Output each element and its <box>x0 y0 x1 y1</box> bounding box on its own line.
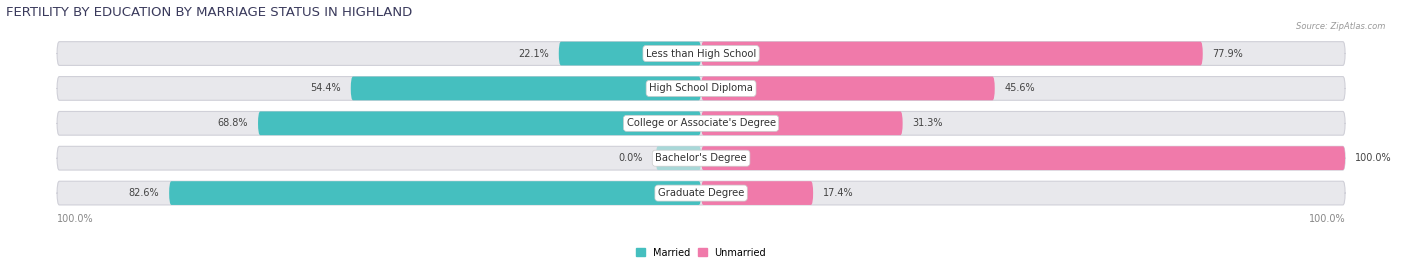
FancyBboxPatch shape <box>657 146 702 170</box>
Text: Less than High School: Less than High School <box>645 48 756 59</box>
Legend: Married, Unmarried: Married, Unmarried <box>633 244 770 262</box>
FancyBboxPatch shape <box>58 181 1346 205</box>
Text: 54.4%: 54.4% <box>311 83 342 93</box>
FancyBboxPatch shape <box>169 181 702 205</box>
FancyBboxPatch shape <box>58 42 1346 65</box>
Text: Bachelor's Degree: Bachelor's Degree <box>655 153 747 163</box>
FancyBboxPatch shape <box>58 111 1346 135</box>
FancyBboxPatch shape <box>350 77 702 100</box>
FancyBboxPatch shape <box>702 42 1202 65</box>
FancyBboxPatch shape <box>702 181 813 205</box>
Text: High School Diploma: High School Diploma <box>650 83 754 93</box>
Text: College or Associate's Degree: College or Associate's Degree <box>627 118 776 128</box>
Text: Graduate Degree: Graduate Degree <box>658 188 744 198</box>
FancyBboxPatch shape <box>259 111 702 135</box>
Text: 45.6%: 45.6% <box>1004 83 1035 93</box>
Text: 100.0%: 100.0% <box>1355 153 1392 163</box>
FancyBboxPatch shape <box>702 146 1346 170</box>
Text: 68.8%: 68.8% <box>218 118 249 128</box>
FancyBboxPatch shape <box>58 77 1346 100</box>
FancyBboxPatch shape <box>558 42 702 65</box>
Text: 22.1%: 22.1% <box>519 48 550 59</box>
Text: 77.9%: 77.9% <box>1212 48 1243 59</box>
Text: 100.0%: 100.0% <box>1309 214 1346 224</box>
Text: 100.0%: 100.0% <box>58 214 94 224</box>
Text: Source: ZipAtlas.com: Source: ZipAtlas.com <box>1295 22 1385 30</box>
Text: FERTILITY BY EDUCATION BY MARRIAGE STATUS IN HIGHLAND: FERTILITY BY EDUCATION BY MARRIAGE STATU… <box>6 6 412 19</box>
Text: 82.6%: 82.6% <box>129 188 159 198</box>
FancyBboxPatch shape <box>702 77 995 100</box>
Text: 31.3%: 31.3% <box>912 118 943 128</box>
FancyBboxPatch shape <box>58 146 1346 170</box>
Text: 17.4%: 17.4% <box>823 188 853 198</box>
FancyBboxPatch shape <box>702 111 903 135</box>
Text: 0.0%: 0.0% <box>619 153 643 163</box>
